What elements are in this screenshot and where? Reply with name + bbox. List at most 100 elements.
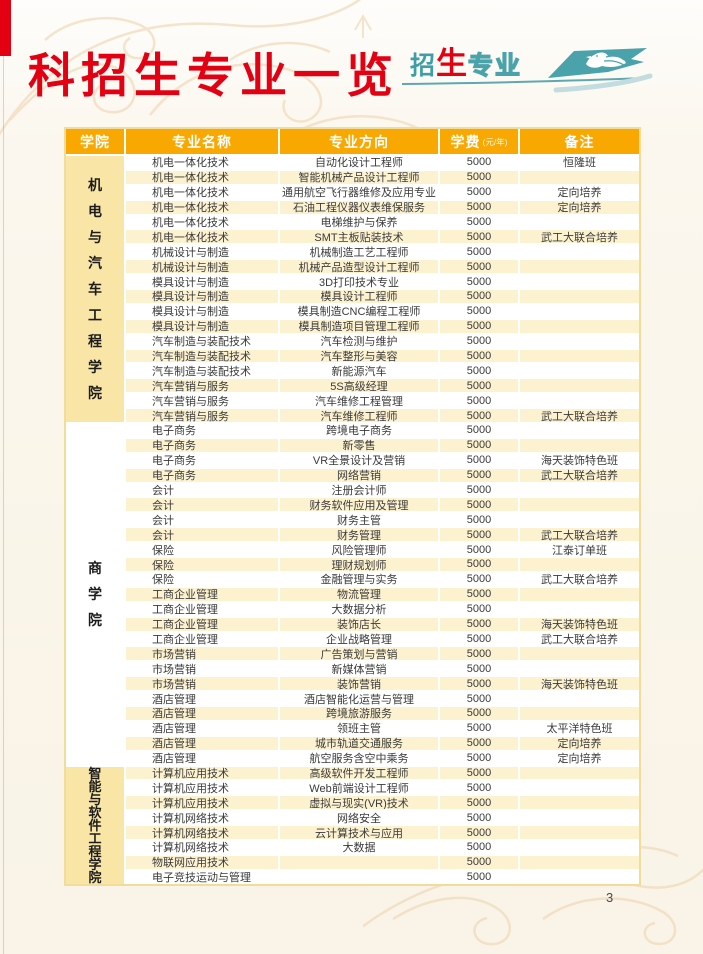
tuition-cell: 5000 [440,870,518,884]
note-cell [520,245,639,259]
tuition-cell: 5000 [440,617,518,631]
major-cell: 计算机网络技术 [126,840,278,854]
major-cell: 模具设计与制造 [126,275,278,289]
note-cell [520,424,639,437]
tuition-cell: 5000 [440,751,518,765]
major-cell: 计算机网络技术 [126,811,278,825]
major-cell: 机电一体化技术 [126,230,278,244]
tuition-cell: 5000 [440,498,518,512]
tuition-cell: 5000 [440,349,518,363]
direction-cell: 理财规划师 [280,558,438,571]
note-cell [520,662,639,676]
tuition-cell: 5000 [440,677,518,691]
major-cell: 酒店管理 [126,692,278,705]
direction-cell [280,855,438,869]
badge-char-sheng: 生 [436,46,468,81]
tuition-cell: 5000 [440,632,518,646]
direction-cell: 企业战略管理 [280,632,438,646]
note-cell: 定向培养 [520,185,639,199]
tuition-cell: 5000 [440,394,518,408]
major-cell: 机电一体化技术 [126,170,278,184]
direction-cell: 模具制造项目管理工程师 [280,319,438,333]
direction-cell: 新零售 [280,438,438,452]
direction-cell: 广告策划与营销 [280,647,438,661]
table-body: 机电与汽车工程学院机电一体化技术 自动化设计工程师 5000 恒隆班 机电一体化技术 智能… [66,156,639,884]
major-cell: 工商企业管理 [126,632,278,646]
badge-chars-zhuanye: 专业 [467,52,523,80]
major-cell: 酒店管理 [126,706,278,720]
majors-table: 学院 专业名称 专业方向 学费 (元/年) 备注 机电与汽车工程学院机电一体化技… [64,127,641,886]
note-cell: 海天装饰特色班 [520,617,639,631]
major-cell: 会计 [126,483,278,497]
tuition-cell: 5000 [440,409,518,423]
note-cell [520,647,639,661]
tuition-cell: 5000 [440,855,518,869]
note-cell [520,394,639,408]
tuition-cell: 5000 [440,706,518,720]
major-cell: 酒店管理 [126,736,278,750]
major-cell: 机械设计与制造 [126,245,278,259]
major-cell: 会计 [126,498,278,512]
tuition-cell: 5000 [440,290,518,303]
major-cell: 电子商务 [126,424,278,437]
major-cell: 汽车制造与装配技术 [126,364,278,378]
major-cell: 市场营销 [126,647,278,661]
direction-cell: 高级软件开发工程师 [280,766,438,780]
major-cell: 电子竞技运动与管理 [126,870,278,884]
direction-cell: 领班主管 [280,721,438,735]
tuition-cell: 5000 [440,215,518,229]
direction-cell: 汽车维修工程师 [280,409,438,423]
direction-cell: 财务管理 [280,528,438,542]
direction-cell: 网络营销 [280,468,438,482]
tuition-cell: 5000 [440,319,518,333]
direction-cell: 5S高级经理 [280,379,438,393]
college-cell: 商学院 [66,424,124,765]
note-cell [520,796,639,810]
major-cell: 计算机应用技术 [126,766,278,780]
tuition-cell: 5000 [440,840,518,854]
direction-cell: 大数据分析 [280,602,438,616]
direction-cell: 网络安全 [280,811,438,825]
tuition-cell: 5000 [440,766,518,780]
note-cell [520,826,639,839]
tuition-cell: 5000 [440,364,518,378]
note-cell [520,855,639,869]
direction-cell: 装饰营销 [280,677,438,691]
direction-cell: 模具设计工程师 [280,290,438,303]
direction-cell: 3D打印技术专业 [280,275,438,289]
direction-cell: 智能机械产品设计工程师 [280,170,438,184]
tuition-cell: 5000 [440,826,518,839]
note-cell [520,170,639,184]
note-cell [520,260,639,274]
note-cell [520,275,639,289]
major-cell: 市场营销 [126,662,278,676]
note-cell [520,766,639,780]
note-cell [520,602,639,616]
column-header-note: 备注 [520,129,639,154]
major-cell: 物联网应用技术 [126,855,278,869]
note-cell: 太平洋特色班 [520,721,639,735]
tuition-cell: 5000 [440,721,518,735]
direction-cell: 装饰店长 [280,617,438,631]
tuition-cell: 5000 [440,185,518,199]
major-cell: 酒店管理 [126,721,278,735]
note-cell: 武工大联合培养 [520,632,639,646]
major-cell: 计算机网络技术 [126,826,278,839]
direction-cell: 大数据 [280,840,438,854]
note-cell [520,587,639,601]
tuition-cell: 5000 [440,602,518,616]
major-cell: 机电一体化技术 [126,185,278,199]
major-cell: 市场营销 [126,677,278,691]
tuition-cell: 5000 [440,468,518,482]
tuition-cell: 5000 [440,245,518,259]
tuition-cell: 5000 [440,528,518,542]
direction-cell: 虚拟与现实(VR)技术 [280,796,438,810]
direction-cell: 财务主管 [280,513,438,527]
note-cell [520,498,639,512]
note-cell: 海天装饰特色班 [520,677,639,691]
tuition-cell: 5000 [440,438,518,452]
tuition-cell: 5000 [440,379,518,393]
major-cell: 保险 [126,543,278,557]
tuition-cell: 5000 [440,334,518,348]
